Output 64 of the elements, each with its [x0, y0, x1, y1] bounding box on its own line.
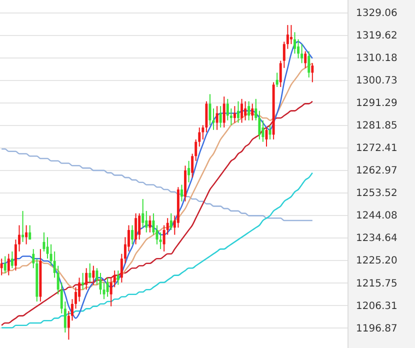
candlestick: [134, 212, 138, 245]
candlestick: [142, 198, 144, 228]
y-tick-label: 1281.85: [356, 120, 398, 132]
candlestick: [96, 268, 98, 286]
candlestick: [233, 106, 236, 124]
y-tick-label: 1215.75: [356, 278, 398, 290]
candlestick: [42, 232, 46, 252]
candlestick: [159, 232, 162, 250]
line-series: [0, 172, 314, 328]
candlestick: [85, 268, 88, 290]
candlestick: [10, 250, 14, 269]
candlestick: [131, 224, 134, 245]
y-tick-label: 1291.29: [356, 98, 398, 110]
candlestick: [251, 103, 254, 121]
candlestick: [170, 212, 172, 231]
candlestick: [208, 94, 212, 126]
candlestick: [28, 224, 32, 240]
candlestick: [308, 50, 310, 78]
candlestick: [300, 44, 304, 64]
candlestick: [240, 98, 244, 124]
candlestick: [148, 215, 152, 233]
candlestick: [4, 256, 6, 274]
y-tick-label: 1196.87: [356, 323, 398, 334]
candlestick: [92, 265, 95, 286]
candlestick: [152, 212, 155, 236]
candlestick: [222, 96, 226, 128]
candlestick: [304, 50, 307, 68]
y-tick-label: 1272.41: [356, 143, 398, 154]
candlestick: [188, 160, 190, 183]
candlestick: [138, 212, 141, 240]
candlestick: [226, 98, 229, 121]
candlestick: [244, 100, 247, 121]
y-tick-label: 1329.06: [356, 8, 398, 20]
candlestick: [290, 24, 292, 45]
y-tick-label: 1206.31: [356, 300, 398, 312]
candlestick: [276, 72, 278, 88]
candlestick: [88, 262, 92, 283]
line-series: [0, 100, 314, 326]
candlestick: [219, 106, 222, 128]
y-tick-label: 1300.73: [356, 76, 398, 87]
candlestick: [294, 32, 296, 54]
candlestick: [180, 184, 183, 202]
candlestick: [74, 286, 77, 310]
y-tick-label: 1319.62: [356, 30, 398, 42]
candlestick: [237, 100, 240, 124]
candlestick: [25, 224, 28, 245]
y-tick-label: 1310.18: [356, 53, 398, 64]
line-series: [0, 148, 314, 222]
y-tick-label: 1253.52: [356, 188, 398, 200]
y-tick-label: 1262.97: [356, 166, 398, 177]
candlestick: [106, 277, 109, 298]
candlestick: [102, 282, 106, 300]
candlestick: [311, 62, 314, 83]
candlestick: [248, 100, 250, 121]
candlestick: [82, 272, 84, 290]
candlestick: [0, 258, 3, 276]
candlestick: [216, 106, 218, 130]
candlestick: [116, 270, 120, 286]
y-tick-label: 1234.64: [356, 233, 398, 244]
y-tick-label: 1244.08: [356, 210, 398, 222]
candlestick: [7, 253, 10, 276]
candlestick: [268, 124, 272, 140]
y-tick-label: 1225.20: [356, 256, 398, 267]
candlestick: [230, 108, 232, 126]
